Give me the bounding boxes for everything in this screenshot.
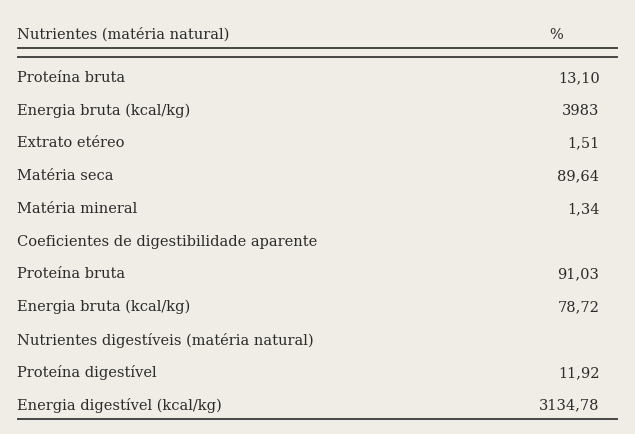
Text: 11,92: 11,92 [558,365,599,379]
Text: 89,64: 89,64 [558,169,599,183]
Text: Energia bruta (kcal/kg): Energia bruta (kcal/kg) [17,299,190,314]
Text: 13,10: 13,10 [558,71,599,85]
Text: 91,03: 91,03 [558,267,599,281]
Text: %: % [549,28,563,42]
Text: 1,51: 1,51 [567,136,599,150]
Text: Extrato etéreo: Extrato etéreo [17,136,124,150]
Text: 78,72: 78,72 [558,299,599,313]
Text: Energia digestível (kcal/kg): Energia digestível (kcal/kg) [17,397,222,412]
Text: Matéria mineral: Matéria mineral [17,201,137,215]
Text: Proteína digestível: Proteína digestível [17,365,156,379]
Text: 3134,78: 3134,78 [539,398,599,411]
Text: Nutrientes (matéria natural): Nutrientes (matéria natural) [17,28,229,42]
Text: 1,34: 1,34 [567,201,599,215]
Text: 3983: 3983 [562,103,599,117]
Text: Proteína bruta: Proteína bruta [17,71,125,85]
Text: Energia bruta (kcal/kg): Energia bruta (kcal/kg) [17,103,190,118]
Text: Matéria seca: Matéria seca [17,169,113,183]
Text: Proteína bruta: Proteína bruta [17,267,125,281]
Text: Nutrientes digestíveis (matéria natural): Nutrientes digestíveis (matéria natural) [17,332,313,347]
Text: Coeficientes de digestibilidade aparente: Coeficientes de digestibilidade aparente [17,234,317,248]
